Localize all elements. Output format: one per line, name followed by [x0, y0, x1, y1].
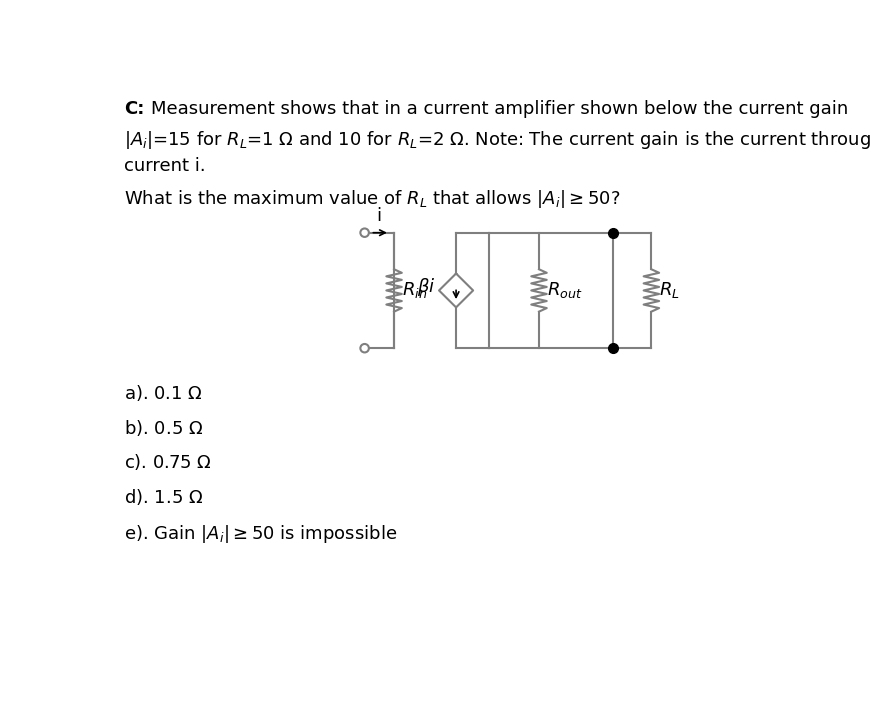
- Text: C:: C:: [125, 100, 145, 118]
- Text: i: i: [376, 207, 381, 225]
- Text: $R_{out}$: $R_{out}$: [547, 281, 583, 300]
- Text: a). 0.1 $\Omega$: a). 0.1 $\Omega$: [125, 383, 203, 403]
- Text: $|A_i|$=15 for $R_L$=1 $\Omega$ and 10 for $R_L$=2 $\Omega$. Note: The current g: $|A_i|$=15 for $R_L$=1 $\Omega$ and 10 f…: [125, 129, 871, 150]
- Text: b). 0.5 $\Omega$: b). 0.5 $\Omega$: [125, 418, 204, 438]
- Text: $R_L$: $R_L$: [659, 281, 680, 300]
- Text: d). 1.5 $\Omega$: d). 1.5 $\Omega$: [125, 487, 204, 507]
- Text: c). 0.75 $\Omega$: c). 0.75 $\Omega$: [125, 452, 213, 472]
- Text: $\beta i$: $\beta i$: [416, 276, 436, 297]
- Text: current i.: current i.: [125, 157, 206, 175]
- Text: e). Gain $|A_i|\geq$50 is impossible: e). Gain $|A_i|\geq$50 is impossible: [125, 523, 397, 545]
- Text: $R_{in}$: $R_{in}$: [402, 281, 427, 300]
- Text: Measurement shows that in a current amplifier shown below the current gain: Measurement shows that in a current ampl…: [151, 100, 848, 118]
- Text: What is the maximum value of $R_L$ that allows $|A_i|\geq$50?: What is the maximum value of $R_L$ that …: [125, 188, 621, 210]
